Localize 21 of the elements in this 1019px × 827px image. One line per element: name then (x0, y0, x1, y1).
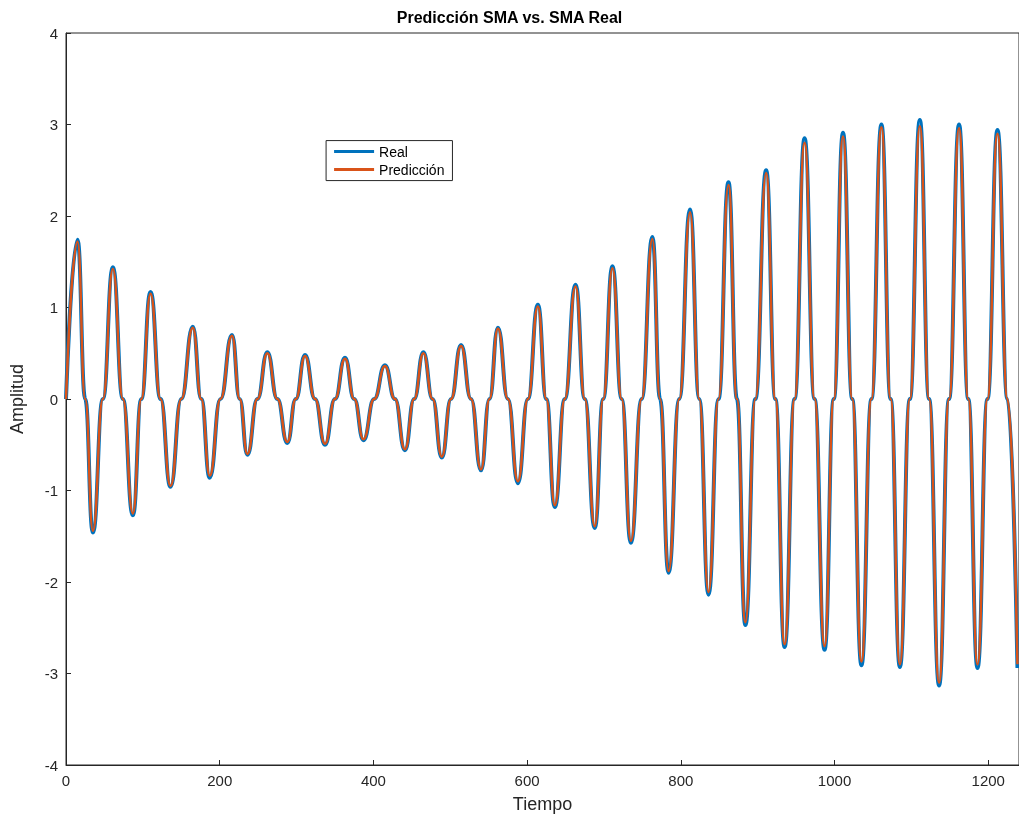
x-tick-label: 1000 (817, 772, 852, 789)
x-tick-label: 400 (360, 772, 386, 789)
y-tick-label: -2 (44, 573, 58, 591)
chart-title: Predicción SMA vs. SMA Real (396, 8, 623, 26)
y-axis-title: Amplitud (7, 363, 27, 435)
legend-label: Predicción (379, 161, 445, 178)
y-tick-label: 0 (49, 390, 58, 408)
y-tick-label: 3 (49, 116, 58, 133)
x-tick-label: 600 (514, 772, 540, 789)
x-tick-label: 1200 (971, 772, 1005, 789)
x-tick-label: 0 (61, 772, 71, 789)
y-tick-label: 1 (49, 299, 58, 316)
y-tick-label: -4 (44, 756, 58, 774)
x-tick-label: 800 (668, 772, 694, 789)
x-tick-label: 200 (207, 772, 233, 789)
legend-label: Real (379, 143, 408, 160)
y-tick-label: -3 (44, 665, 58, 682)
y-tick-label: 4 (49, 24, 58, 42)
y-tick-label: -1 (44, 482, 58, 499)
y-tick-label: 2 (49, 207, 58, 225)
x-axis-title: Tiempo (512, 794, 573, 814)
